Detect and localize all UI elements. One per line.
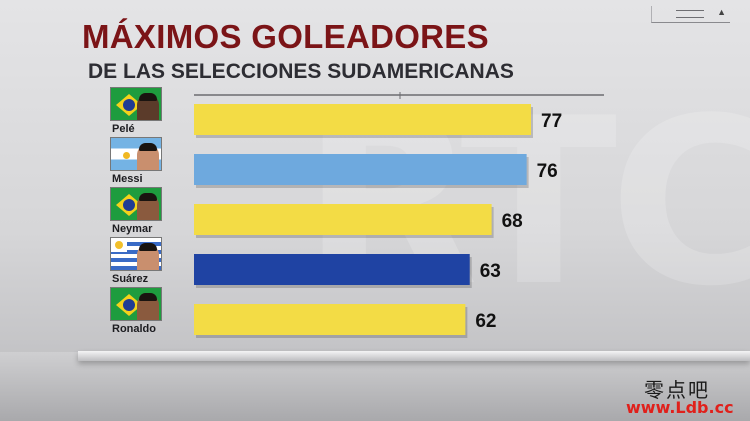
argentina-flag-icon (110, 137, 162, 171)
player-photo (137, 193, 159, 220)
player-name: Ronaldo (112, 323, 156, 335)
brazil-flag-icon (110, 287, 162, 321)
menu-lines-icon (676, 10, 704, 18)
uruguay-flag-icon (110, 237, 162, 271)
bar-neymar (194, 204, 492, 235)
value-label: 68 (502, 211, 523, 232)
player-name: Neymar (112, 223, 153, 235)
value-label: 62 (475, 311, 496, 332)
corner-widget: ▲ (651, 6, 730, 23)
player-photo (137, 293, 159, 320)
player-name: Suárez (112, 273, 149, 285)
chart-title: MÁXIMOS GOLEADORES (82, 18, 489, 55)
value-label: 77 (541, 111, 562, 132)
player-name: Messi (112, 173, 143, 185)
watermark-url: www.Ldb.cc (626, 398, 734, 417)
triangle-up-icon: ▲ (717, 7, 726, 17)
bar-pelé (194, 104, 531, 135)
bar-suárez (194, 254, 470, 285)
stage-edge (78, 351, 750, 361)
floor-shadow (0, 352, 750, 421)
value-label: 76 (537, 161, 558, 182)
value-label: 63 (480, 261, 501, 282)
watermark-chinese: 零点吧 (644, 378, 710, 402)
chart-subtitle: DE LAS SELECCIONES SUDAMERICANAS (88, 60, 514, 83)
bar-ronaldo (194, 304, 466, 335)
player-photo (137, 93, 159, 120)
bar-messi (194, 154, 527, 185)
brazil-flag-icon (110, 87, 162, 121)
player-photo (137, 243, 159, 270)
brazil-flag-icon (110, 187, 162, 221)
player-photo (137, 143, 159, 170)
player-name: Pelé (112, 123, 135, 135)
